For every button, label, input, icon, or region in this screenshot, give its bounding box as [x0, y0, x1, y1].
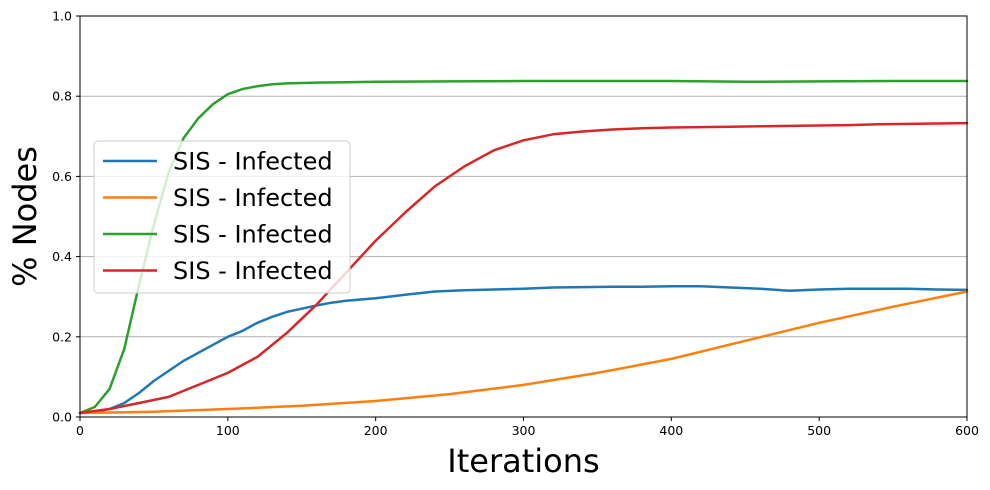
x-axis-label: Iterations	[447, 442, 599, 480]
y-tick-label-1: 0.2	[52, 329, 72, 344]
x-tick-label-0: 0	[76, 423, 84, 438]
x-tick-label-6: 600	[955, 423, 979, 438]
series-line-1	[78, 290, 969, 415]
legend-box	[93, 140, 351, 294]
legend: SIS - Infected SIS - Infected SIS - Infect…	[93, 140, 351, 294]
y-axis-ticks: 0.0 0.2 0.4 0.6 0.8 1.0	[52, 9, 80, 425]
series-line-0	[78, 285, 969, 415]
legend-label-3: SIS - Infected	[173, 257, 333, 285]
y-tick-label-3: 0.6	[52, 169, 72, 184]
x-tick-label-1: 100	[216, 423, 240, 438]
x-tick-label-2: 200	[364, 423, 388, 438]
legend-label-2: SIS - Infected	[173, 221, 333, 249]
y-tick-label-4: 0.8	[52, 89, 72, 104]
y-tick-label-0: 0.0	[52, 410, 72, 425]
x-tick-label-3: 300	[512, 423, 536, 438]
x-tick-label-4: 400	[659, 423, 683, 438]
y-tick-label-2: 0.4	[52, 249, 72, 264]
legend-label-1: SIS - Infected	[173, 184, 333, 212]
x-axis-ticks: 0 100 200 300 400 500 600	[76, 417, 979, 438]
legend-label-0: SIS - Infected	[173, 148, 333, 176]
y-tick-label-5: 1.0	[52, 9, 72, 24]
x-tick-label-5: 500	[807, 423, 831, 438]
series-line-3	[78, 121, 969, 415]
y-axis-label: % Nodes	[6, 146, 44, 287]
